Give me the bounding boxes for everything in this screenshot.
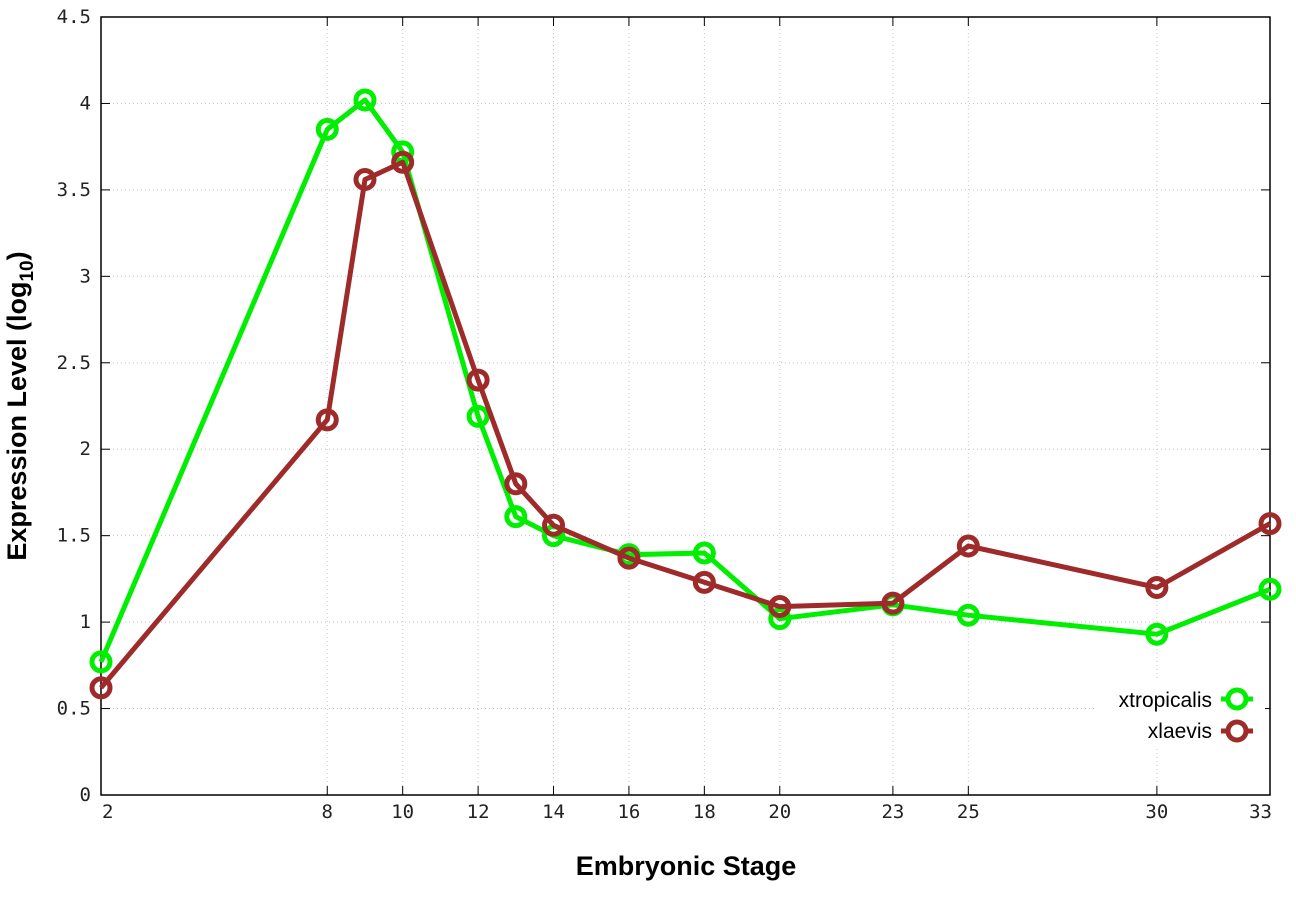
data-point-xlaevis	[956, 534, 980, 558]
data-point-xlaevis	[881, 591, 905, 615]
series-layer	[89, 88, 1282, 700]
legend-item-xtropicalis: xtropicalis	[1119, 687, 1253, 712]
tick-marks	[100, 16, 1271, 796]
x-tick-label: 20	[768, 801, 791, 823]
data-point-xlaevis	[466, 368, 490, 392]
data-point-xlaevis	[315, 408, 339, 432]
y-tick-label: 3	[80, 265, 91, 287]
data-point-xtropicalis	[1145, 622, 1169, 646]
x-axis-title: Embryonic Stage	[576, 851, 797, 881]
y-tick-label: 0	[80, 784, 91, 806]
legend-label-xtropicalis: xtropicalis	[1119, 689, 1212, 712]
y-axis-title-main: Expression Level (log	[2, 282, 32, 561]
data-point-xlaevis	[617, 546, 641, 570]
y-tick-label: 4	[80, 92, 91, 114]
x-tick-label: 10	[391, 801, 414, 823]
data-point-xlaevis	[89, 676, 113, 700]
x-tick-label: 33	[1249, 801, 1272, 823]
data-point-xtropicalis	[692, 541, 716, 565]
x-tick-label: 18	[693, 801, 716, 823]
data-point-xlaevis	[692, 570, 716, 594]
x-tick-label: 12	[467, 801, 490, 823]
y-axis-title-close: )	[2, 251, 32, 260]
legend: xtropicalis xlaevis	[1095, 680, 1265, 748]
x-tick-label: 14	[542, 801, 565, 823]
grid-lines	[101, 17, 1270, 795]
data-point-xlaevis	[1145, 576, 1169, 600]
y-tick-label: 3.5	[57, 179, 91, 201]
y-tick-label: 1.5	[57, 525, 91, 547]
y-tick-label: 4.5	[57, 6, 91, 28]
x-tick-label: 25	[957, 801, 980, 823]
legend-item-xlaevis: xlaevis	[1148, 719, 1253, 743]
y-axis-title: Expression Level (log10)	[2, 251, 38, 560]
series-line-xlaevis	[99, 159, 1272, 690]
y-axis-title-subscript: 10	[17, 260, 38, 281]
data-point-xlaevis	[391, 150, 415, 174]
series-xlaevis	[89, 150, 1282, 700]
series-xtropicalis	[89, 88, 1282, 674]
y-tick-label: 0.5	[57, 698, 91, 720]
data-point-xlaevis	[542, 513, 566, 537]
data-point-xtropicalis	[89, 650, 113, 674]
x-tick-label: 23	[881, 801, 904, 823]
data-point-xtropicalis	[1258, 577, 1282, 601]
legend-swatch-marker-xtropicalis	[1225, 687, 1249, 711]
data-point-xlaevis	[353, 168, 377, 192]
data-point-xlaevis	[768, 595, 792, 619]
x-tick-label: 30	[1145, 801, 1168, 823]
x-tick-label: 16	[617, 801, 640, 823]
y-tick-label: 2	[80, 438, 91, 460]
data-point-xtropicalis	[768, 607, 792, 631]
data-point-xtropicalis	[466, 404, 490, 428]
plot-frame	[100, 16, 1271, 796]
legend-swatch-marker-xlaevis	[1225, 719, 1249, 743]
x-tick-label: 2	[102, 801, 113, 823]
data-point-xlaevis	[504, 472, 528, 496]
x-tick-label: 8	[322, 801, 333, 823]
data-point-xtropicalis	[315, 117, 339, 141]
x-tick-labels: 2 8 10 12 14 16 18 20 23 25 30 33	[102, 801, 1272, 823]
data-point-xlaevis	[1258, 512, 1282, 536]
data-point-xtropicalis	[956, 603, 980, 627]
data-point-xtropicalis	[504, 505, 528, 529]
data-point-xtropicalis	[353, 88, 377, 112]
y-tick-label: 2.5	[57, 352, 91, 374]
y-tick-label: 1	[80, 611, 91, 633]
legend-label-xlaevis: xlaevis	[1148, 720, 1212, 743]
y-tick-labels: 0 0.5 1 1.5 2 2.5 3 3.5 4 4.5	[57, 6, 91, 806]
